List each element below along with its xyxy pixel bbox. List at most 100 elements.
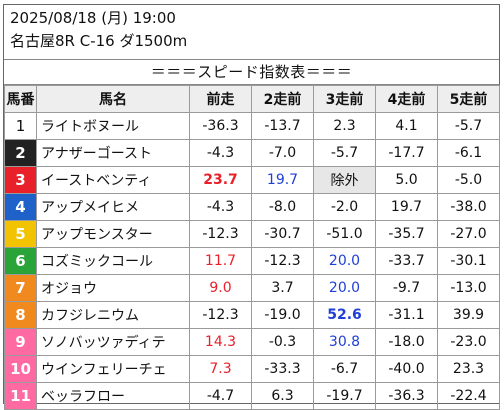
- speed-index-4: -31.1: [375, 301, 438, 329]
- speed-index-4: -33.7: [375, 247, 438, 275]
- horse-number: 6: [4, 247, 37, 275]
- col-header-2-races-ago: 2走前: [251, 85, 314, 113]
- horse-name: ウインフェリーチェ: [36, 355, 190, 383]
- horse-number: 7: [4, 274, 37, 302]
- table-row: 10 ウインフェリーチェ 7.3 -33.3 -6.7 -40.0 23.3: [4, 355, 500, 383]
- horse-name: アナザーゴースト: [36, 139, 190, 167]
- speed-index-3: -5.7: [313, 139, 376, 167]
- speed-index-5: -38.0: [437, 193, 500, 221]
- horse-number: 1: [4, 112, 37, 140]
- speed-index-3: -2.0: [313, 193, 376, 221]
- horse-name: カフジレニウム: [36, 301, 190, 329]
- speed-index-2: 6.3: [251, 382, 314, 410]
- table-row: 9 ソノバッツァディテ 14.3 -0.3 30.8 -18.0 -23.0: [4, 328, 500, 356]
- speed-index-1: 23.7: [189, 166, 252, 194]
- speed-index-4: -18.0: [375, 328, 438, 356]
- speed-index-1: -12.3: [189, 301, 252, 329]
- speed-index-5: 39.9: [437, 301, 500, 329]
- horse-number: 4: [4, 193, 37, 221]
- speed-index-2: -7.0: [251, 139, 314, 167]
- horse-name: コズミックコール: [36, 247, 190, 275]
- speed-index-3: 30.8: [313, 328, 376, 356]
- table-title: ＝＝＝スピード指数表＝＝＝: [4, 59, 499, 85]
- speed-index-5: -27.0: [437, 220, 500, 248]
- speed-index-3: -19.7: [313, 382, 376, 410]
- horse-number: 5: [4, 220, 37, 248]
- horse-name: イーストベンティ: [36, 166, 190, 194]
- col-header-5-races-ago: 5走前: [437, 85, 500, 113]
- speed-index-2: -13.7: [251, 112, 314, 140]
- horse-number: 10: [4, 355, 37, 383]
- speed-index-3: 20.0: [313, 274, 376, 302]
- speed-index-3: 2.3: [313, 112, 376, 140]
- table-header-row: 馬番 馬名 前走 2走前 3走前 4走前 5走前: [4, 85, 500, 113]
- speed-index-2: -19.0: [251, 301, 314, 329]
- speed-index-2: -33.3: [251, 355, 314, 383]
- table-row: 8 カフジレニウム -12.3 -19.0 52.6 -31.1 39.9: [4, 301, 500, 329]
- horse-name: ベッラフロー: [36, 382, 190, 410]
- speed-index-1: -4.3: [189, 139, 252, 167]
- speed-index-1: -36.3: [189, 112, 252, 140]
- table-row: 6 コズミックコール 11.7 -12.3 20.0 -33.7 -30.1: [4, 247, 500, 275]
- speed-index-1: 14.3: [189, 328, 252, 356]
- speed-index-4: -40.0: [375, 355, 438, 383]
- horse-name: ソノバッツァディテ: [36, 328, 190, 356]
- speed-index-3: 20.0: [313, 247, 376, 275]
- speed-index-1: -12.3: [189, 220, 252, 248]
- speed-index-4: -35.7: [375, 220, 438, 248]
- speed-index-1: -4.3: [189, 193, 252, 221]
- speed-index-5: -5.0: [437, 166, 500, 194]
- table-row: 7 オジョウ 9.0 3.7 20.0 -9.7 -13.0: [4, 274, 500, 302]
- speed-index-4: -17.7: [375, 139, 438, 167]
- speed-index-4: 19.7: [375, 193, 438, 221]
- speed-index-2: -30.7: [251, 220, 314, 248]
- horse-name: アップメイヒメ: [36, 193, 190, 221]
- speed-index-table: 馬番 馬名 前走 2走前 3走前 4走前 5走前 1 ライトボヌール -36.3 -1…: [4, 85, 500, 410]
- race-datetime: 2025/08/18 (月) 19:00: [10, 9, 176, 27]
- col-header-horse-name: 馬名: [36, 85, 190, 113]
- speed-index-5: -5.7: [437, 112, 500, 140]
- speed-index-2: -8.0: [251, 193, 314, 221]
- speed-index-panel: 2025/08/18 (月) 19:00 名古屋8R C-16 ダ1500m ＝…: [3, 4, 500, 410]
- horse-number: 2: [4, 139, 37, 167]
- speed-index-2: 3.7: [251, 274, 314, 302]
- horse-name: オジョウ: [36, 274, 190, 302]
- horse-name: ライトボヌール: [36, 112, 190, 140]
- speed-index-5: 23.3: [437, 355, 500, 383]
- horse-number: 8: [4, 301, 37, 329]
- col-header-4-races-ago: 4走前: [375, 85, 438, 113]
- speed-index-1: 7.3: [189, 355, 252, 383]
- table-row: 1 ライトボヌール -36.3 -13.7 2.3 4.1 -5.7: [4, 112, 500, 140]
- speed-index-4: 5.0: [375, 166, 438, 194]
- race-info: 名古屋8R C-16 ダ1500m: [10, 32, 188, 50]
- speed-index-4: 4.1: [375, 112, 438, 140]
- table-row: 2 アナザーゴースト -4.3 -7.0 -5.7 -17.7 -6.1: [4, 139, 500, 167]
- col-header-number: 馬番: [4, 85, 37, 113]
- table-row: 4 アップメイヒメ -4.3 -8.0 -2.0 19.7 -38.0: [4, 193, 500, 221]
- horse-number: 9: [4, 328, 37, 356]
- speed-index-5: -6.1: [437, 139, 500, 167]
- speed-index-2: 19.7: [251, 166, 314, 194]
- horse-number: 3: [4, 166, 37, 194]
- speed-index-1: -4.7: [189, 382, 252, 410]
- horse-number: 11: [4, 382, 37, 410]
- speed-index-3: 52.6: [313, 301, 376, 329]
- speed-index-3: 除外: [313, 166, 376, 194]
- speed-index-5: -22.4: [437, 382, 500, 410]
- speed-index-4: -36.3: [375, 382, 438, 410]
- speed-index-1: 11.7: [189, 247, 252, 275]
- col-header-3-races-ago: 3走前: [313, 85, 376, 113]
- speed-index-5: -13.0: [437, 274, 500, 302]
- table-row: 11 ベッラフロー -4.7 6.3 -19.7 -36.3 -22.4: [4, 382, 500, 410]
- col-header-last-race: 前走: [189, 85, 252, 113]
- speed-index-5: -30.1: [437, 247, 500, 275]
- speed-index-4: -9.7: [375, 274, 438, 302]
- speed-index-5: -23.0: [437, 328, 500, 356]
- speed-index-3: -51.0: [313, 220, 376, 248]
- speed-index-2: -0.3: [251, 328, 314, 356]
- table-row: 5 アップモンスター -12.3 -30.7 -51.0 -35.7 -27.0: [4, 220, 500, 248]
- table-row: 3 イーストベンティ 23.7 19.7 除外 5.0 -5.0: [4, 166, 500, 194]
- speed-index-2: -12.3: [251, 247, 314, 275]
- horse-name: アップモンスター: [36, 220, 190, 248]
- speed-index-3: -6.7: [313, 355, 376, 383]
